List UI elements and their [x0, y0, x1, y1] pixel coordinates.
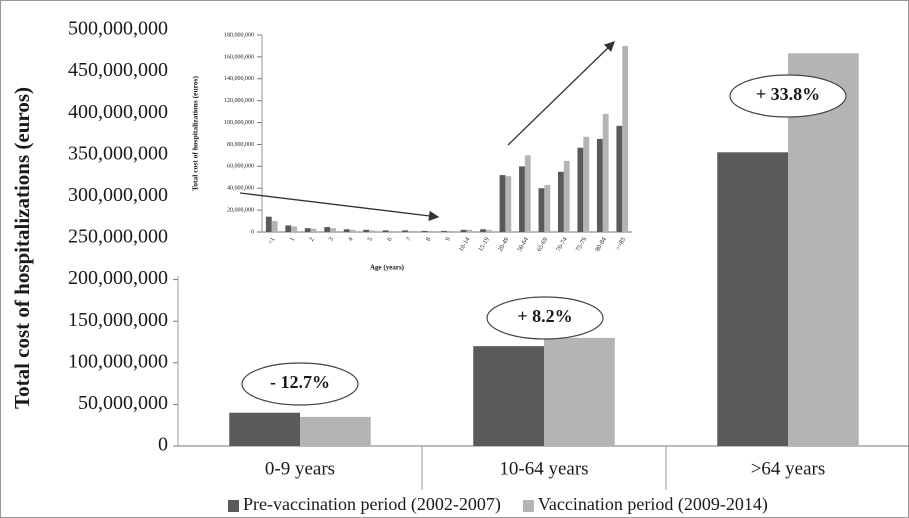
bar — [577, 147, 584, 232]
y-tick-label: 80,000,000 — [227, 142, 254, 148]
annotation-ellipse — [241, 362, 359, 406]
x-tick-label: <1 — [267, 236, 277, 245]
bar — [473, 346, 544, 446]
bar — [300, 416, 371, 446]
y-tick-label: 140,000,000 — [224, 76, 254, 82]
bar — [310, 228, 317, 232]
bar — [480, 229, 486, 232]
bar — [363, 229, 370, 232]
bar — [388, 230, 395, 232]
y-tick-label: 0 — [251, 229, 254, 235]
bar — [441, 230, 447, 232]
bar — [402, 230, 409, 232]
x-tick-label: 9 — [444, 236, 452, 242]
y-tick-label: 120,000,000 — [224, 98, 254, 104]
bar — [408, 230, 414, 232]
trend-arrow — [239, 192, 440, 222]
main-chart: 0 50,000,000 100,000,000 150,000,000 200,000… — [10, 18, 909, 515]
bar — [427, 230, 434, 232]
y-tick-label: 160,000,000 — [224, 54, 254, 60]
bar — [324, 227, 331, 232]
x-tick-label: 5 — [366, 236, 374, 242]
x-tick-label: 1 — [289, 236, 297, 242]
x-tick-label: 2 — [308, 236, 316, 242]
bar — [421, 230, 428, 232]
bar — [524, 155, 531, 232]
y-tick-label: 400,000,000 — [68, 101, 168, 123]
bar — [291, 226, 298, 232]
bar — [460, 229, 467, 232]
annotation-ellipse — [486, 296, 604, 340]
bar — [330, 228, 336, 232]
y-tick-label: 300,000,000 — [68, 184, 168, 206]
x-tick-label: 6 — [386, 236, 394, 243]
y-tick-label: 250,000,000 — [68, 226, 168, 248]
legend-label: Pre-vaccination period (2002-2007) — [243, 494, 501, 515]
bar — [563, 160, 570, 232]
bar — [229, 412, 300, 446]
y-tick-label: 200,000,000 — [68, 267, 168, 289]
inset-chart: 0 20,000,000 40,000,000 60,000,000 80,000,00… — [172, 14, 640, 276]
bar — [596, 138, 603, 232]
y-tick-label: 20,000,000 — [227, 207, 254, 213]
bar — [265, 216, 272, 232]
bar — [544, 184, 551, 232]
x-tick-label: 0-9 years — [265, 458, 335, 479]
bar — [466, 229, 473, 232]
y-tick-label: 40,000,000 — [227, 186, 254, 192]
bar — [717, 152, 788, 446]
y-tick-label: 180,000,000 — [224, 32, 254, 38]
bar — [343, 229, 350, 232]
bar — [544, 337, 615, 446]
bar — [538, 188, 545, 232]
y-axis-title: Total cost of hospitalizations (euros) — [10, 87, 34, 409]
annotation-ellipse — [729, 74, 847, 118]
bar — [349, 229, 356, 232]
bar — [285, 225, 292, 232]
bar — [519, 166, 525, 232]
legend-label: Vaccination period (2009-2014) — [538, 494, 768, 515]
bar — [271, 221, 278, 232]
y-tick-label: 500,000,000 — [68, 18, 168, 40]
y-tick-label: 60,000,000 — [227, 164, 254, 170]
bar — [788, 53, 859, 447]
bar — [616, 125, 623, 232]
x-tick-label: >64 years — [751, 458, 826, 479]
y-tick-label: 150,000,000 — [68, 309, 168, 331]
y-tick-label: 50,000,000 — [78, 392, 168, 414]
annotation: + 33.8% — [756, 84, 820, 104]
x-tick-label: 7 — [405, 236, 413, 243]
x-tick-label: 8 — [425, 236, 433, 242]
y-tick-label: 100,000,000 — [68, 350, 168, 372]
bar — [583, 136, 590, 232]
bar — [558, 171, 564, 232]
y-tick-label: 0 — [158, 434, 168, 456]
bar — [447, 230, 453, 232]
y-axis-title: Total cost of hospitalizations (euros) — [191, 76, 200, 192]
bar — [499, 175, 506, 232]
annotation: + 8.2% — [517, 306, 572, 326]
bar — [485, 229, 492, 232]
x-tick-label: 4 — [347, 236, 355, 243]
bar — [622, 45, 629, 232]
bar — [602, 113, 609, 232]
bar — [505, 176, 512, 232]
y-tick-label: 450,000,000 — [68, 59, 168, 81]
annotation: - 12.7% — [270, 372, 330, 392]
bar — [369, 230, 375, 232]
bar — [304, 228, 311, 232]
x-tick-label: 10-64 years — [499, 458, 588, 479]
trend-arrow — [507, 41, 615, 146]
legend-swatch — [522, 500, 534, 512]
x-axis-title: Age (years) — [370, 264, 405, 272]
y-tick-label: 350,000,000 — [68, 142, 168, 164]
bar — [382, 230, 389, 232]
legend-swatch — [228, 500, 239, 512]
y-tick-label: 100,000,000 — [224, 120, 254, 126]
x-tick-label: 3 — [327, 236, 335, 242]
